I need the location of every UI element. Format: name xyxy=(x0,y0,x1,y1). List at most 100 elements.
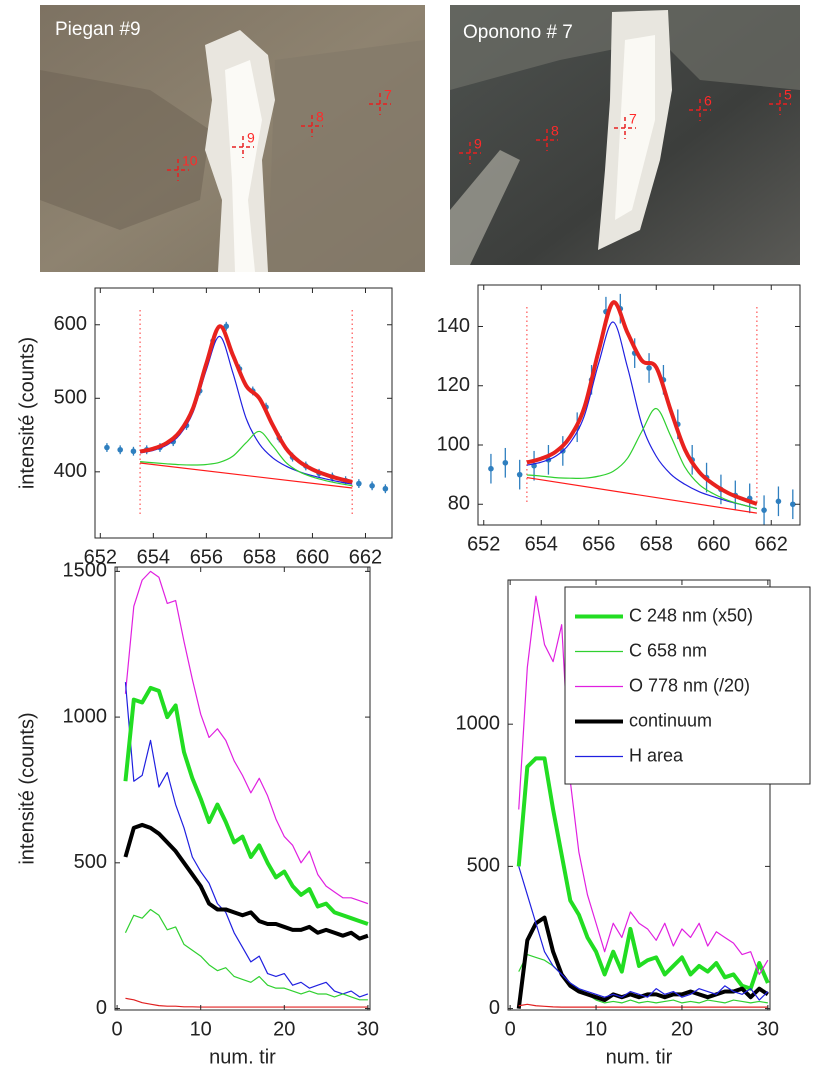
y-tick-label: 600 xyxy=(54,313,87,335)
plot-area xyxy=(516,595,770,1009)
x-tick-label: 656 xyxy=(190,546,223,568)
data-point xyxy=(775,498,782,505)
x-tick-label: 662 xyxy=(755,533,788,555)
series-line xyxy=(526,407,758,510)
plot-area xyxy=(488,293,796,525)
marker: 8 xyxy=(301,109,324,137)
axes-frame xyxy=(507,579,771,1011)
y-tick-label: 100 xyxy=(437,433,470,455)
series-line xyxy=(124,682,369,998)
legend-label: H area xyxy=(629,745,684,765)
photo-right xyxy=(450,5,800,265)
plot-background xyxy=(478,285,800,525)
data-point xyxy=(369,482,375,489)
x-tick-label: 0 xyxy=(505,1018,516,1040)
data-point xyxy=(646,365,652,371)
x-tick-label: 30 xyxy=(757,1018,779,1040)
series-line xyxy=(516,756,770,991)
marker: 6 xyxy=(689,93,712,121)
legend-label: O 778 nm (/20) xyxy=(629,675,750,695)
legend-label: continuum xyxy=(629,710,712,730)
y-tick-label: 1000 xyxy=(456,712,501,734)
x-tick-label: 652 xyxy=(467,533,500,555)
x-tick-label: 654 xyxy=(525,533,558,555)
series-line xyxy=(526,321,758,509)
series-line xyxy=(140,430,353,487)
y-tick-label: 80 xyxy=(448,493,470,515)
series-line xyxy=(526,300,758,506)
x-tick-label: 652 xyxy=(84,546,117,568)
axes-frame xyxy=(477,284,801,526)
marker-label: 8 xyxy=(316,109,324,125)
rock-top xyxy=(450,5,800,90)
data-point xyxy=(104,444,110,451)
x-axis-label: num. tir xyxy=(209,1046,276,1068)
marker: 8 xyxy=(536,123,559,151)
legend-box xyxy=(564,586,811,785)
x-tick-label: 658 xyxy=(243,546,276,568)
rock-block xyxy=(268,40,425,272)
y-axis-label: intensité (counts) xyxy=(16,712,38,864)
rock-streak xyxy=(450,150,520,265)
rock-shadow xyxy=(40,70,210,230)
marker: 9 xyxy=(232,130,255,158)
y-tick-label: 120 xyxy=(437,374,470,396)
y-tick-label: 500 xyxy=(74,851,107,873)
marker-label: 10 xyxy=(182,153,198,169)
data-point xyxy=(761,507,767,513)
axes-frame xyxy=(114,566,371,1011)
marker-label: 7 xyxy=(629,111,637,127)
marker: 5 xyxy=(769,87,792,115)
x-tick-label: 654 xyxy=(137,546,170,568)
series-line xyxy=(124,908,368,1001)
data-point xyxy=(790,501,796,508)
y-tick-label: 0 xyxy=(489,997,500,1019)
marker: 7 xyxy=(614,111,637,139)
marker: 9 xyxy=(459,136,482,164)
marker-label: 6 xyxy=(704,93,712,109)
series-line xyxy=(123,685,369,926)
series-line xyxy=(139,324,353,484)
y-tick-label: 0 xyxy=(96,997,107,1019)
y-tick-label: 1500 xyxy=(63,560,108,582)
data-point xyxy=(223,323,230,330)
series-line xyxy=(518,595,769,976)
y-tick-label: 140 xyxy=(437,315,470,337)
series-line xyxy=(124,570,369,905)
marker-label: 8 xyxy=(551,123,559,139)
series-line xyxy=(123,822,369,941)
marker: 10 xyxy=(167,153,198,181)
y-tick-label: 400 xyxy=(54,460,87,482)
axes-frame xyxy=(94,287,393,539)
series-line xyxy=(518,866,769,1001)
series-line xyxy=(526,477,757,514)
x-tick-label: 660 xyxy=(296,546,329,568)
data-point xyxy=(130,448,137,455)
x-tick-label: 10 xyxy=(585,1018,607,1040)
marker-label: 5 xyxy=(784,87,792,103)
data-point xyxy=(356,480,362,487)
legend: C 248 nm (x50) C 658 nm O 778 nm (/20) cont… xyxy=(564,586,811,785)
legend-label: C 248 nm (x50) xyxy=(629,605,753,625)
photo-title: Piegan #9 xyxy=(55,19,141,40)
marker-label: 9 xyxy=(474,136,482,152)
photo-left xyxy=(40,5,425,272)
x-tick-label: 660 xyxy=(697,533,730,555)
plot-area xyxy=(104,310,389,516)
data-point xyxy=(117,446,123,453)
vein-highlight xyxy=(225,60,262,272)
series-line xyxy=(140,462,353,489)
plot-background xyxy=(115,567,370,1010)
y-axis-label: intensité (counts) xyxy=(16,337,38,489)
legend-label: C 658 nm xyxy=(629,640,707,660)
y-tick-label: 500 xyxy=(467,855,500,877)
x-tick-label: 662 xyxy=(349,546,382,568)
data-point xyxy=(502,459,509,466)
x-axis-label: num. tir xyxy=(606,1046,673,1068)
series-line xyxy=(518,1003,768,1008)
series-line xyxy=(139,335,353,485)
x-tick-label: 20 xyxy=(273,1018,295,1040)
data-point xyxy=(488,465,494,472)
